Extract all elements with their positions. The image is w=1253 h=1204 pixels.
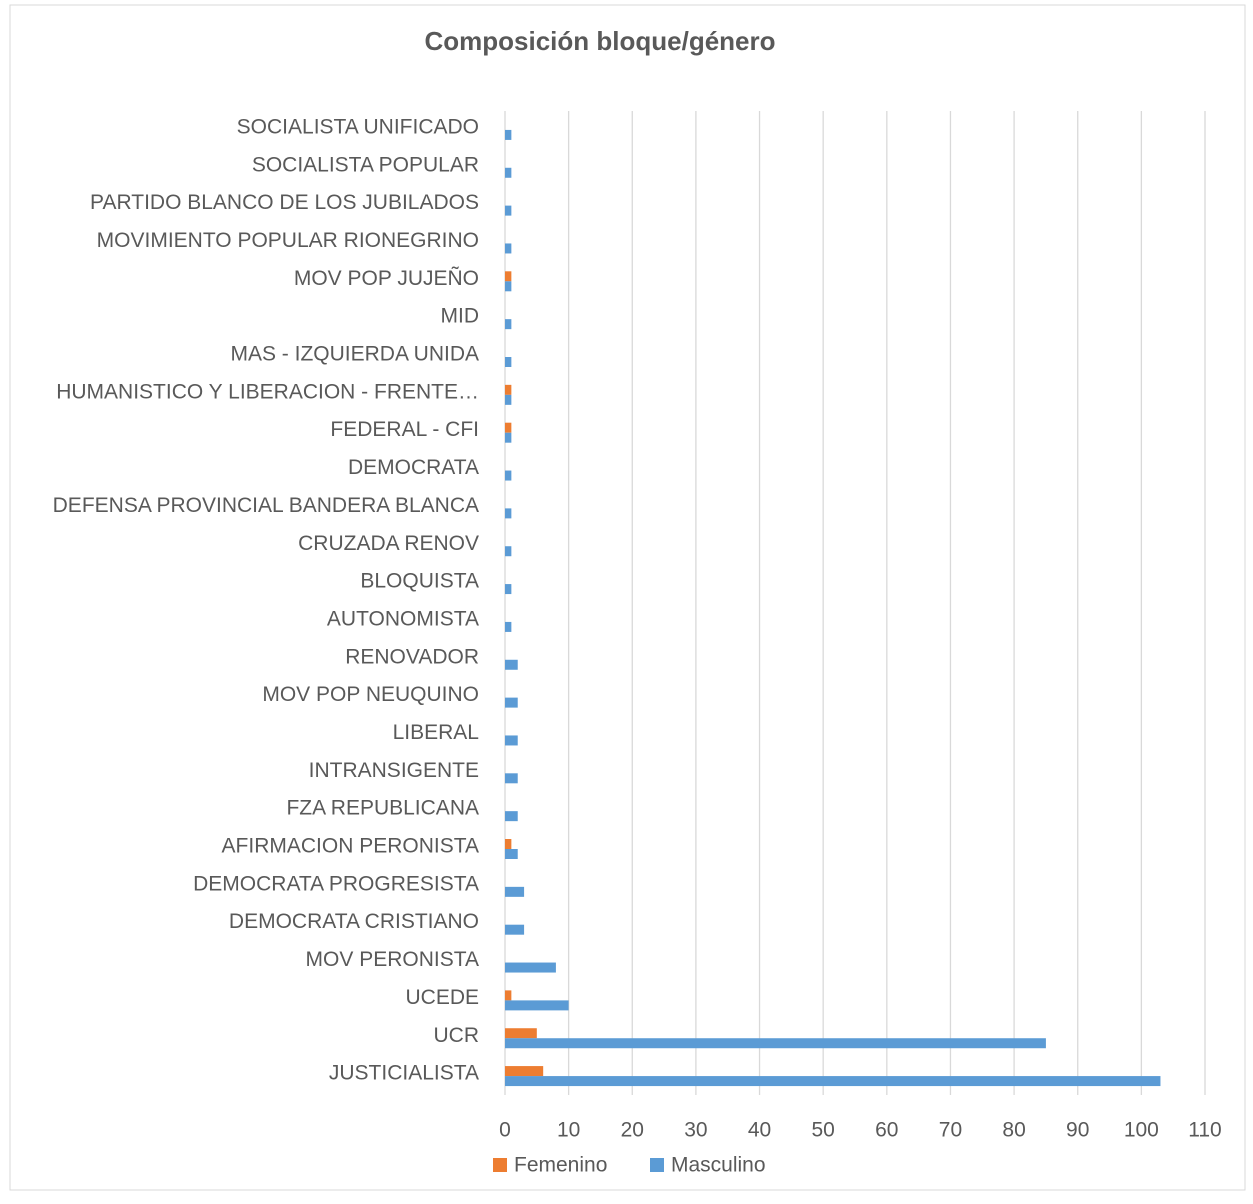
y-tick-label: MAS - IZQUIERDA UNIDA [230, 343, 479, 366]
bar [505, 422, 512, 433]
bar [505, 886, 525, 897]
bar [505, 394, 512, 405]
y-tick-label: AFIRMACION PERONISTA [222, 835, 479, 858]
y-tick-label: MOV PERONISTA [306, 948, 479, 971]
y-tick-label: JUSTICIALISTA [329, 1062, 479, 1085]
bar [505, 243, 512, 254]
y-tick-label: DEMOCRATA [348, 456, 479, 479]
chart-border [9, 4, 1246, 1191]
bar [505, 1066, 544, 1077]
x-tick-label: 80 [1002, 1119, 1025, 1142]
x-tick-label: 100 [1124, 1119, 1159, 1142]
x-tick-label: 90 [1066, 1119, 1089, 1142]
bar [505, 1038, 1046, 1049]
bar [505, 1000, 569, 1011]
bar [505, 849, 518, 859]
x-tick-label: 70 [939, 1119, 962, 1142]
bar [505, 546, 512, 557]
bar [505, 735, 518, 746]
y-tick-label: DEMOCRATA PROGRESISTA [193, 872, 479, 895]
y-tick-label: INTRANSIGENTE [309, 759, 479, 782]
y-tick-label: LIBERAL [393, 721, 479, 744]
y-tick-label: PARTIDO BLANCO DE LOS JUBILADOS [90, 191, 479, 214]
bar [505, 621, 512, 632]
y-tick-label: SOCIALISTA POPULAR [252, 153, 479, 176]
legend-swatch [493, 1158, 507, 1172]
legend-swatch [650, 1158, 664, 1172]
x-tick-label: 10 [557, 1119, 580, 1142]
legend-label: Femenino [514, 1154, 607, 1177]
bar [505, 811, 518, 822]
legend-label: Masculino [671, 1154, 766, 1177]
y-tick-label: FZA REPUBLICANA [286, 797, 479, 820]
y-tick-label: UCEDE [405, 986, 479, 1009]
y-tick-label: MOVIMIENTO POPULAR RIONEGRINO [97, 229, 479, 252]
x-tick-label: 110 [1188, 1119, 1221, 1142]
y-tick-label: AUTONOMISTA [327, 607, 479, 630]
x-tick-label: 60 [875, 1119, 898, 1142]
bar [505, 470, 512, 481]
bar [505, 357, 512, 367]
x-tick-label: 40 [748, 1119, 771, 1142]
y-tick-label: MOV POP JUJEÑO [294, 266, 479, 290]
y-tick-label: HUMANISTICO Y LIBERACION - FRENTE… [56, 380, 479, 403]
bar [505, 990, 512, 1001]
bar [505, 432, 512, 443]
bar [505, 271, 512, 282]
y-tick-label: DEFENSA PROVINCIAL BANDERA BLANCA [53, 494, 479, 517]
bar [505, 697, 518, 708]
bar [505, 839, 512, 849]
chart-title: Composición bloque/género [424, 26, 775, 56]
bar [505, 1028, 537, 1039]
y-tick-label: UCR [434, 1024, 480, 1047]
x-tick-label: 50 [812, 1119, 835, 1142]
y-tick-label: MOV POP NEUQUINO [262, 683, 479, 706]
bar [505, 384, 512, 395]
x-tick-label: 30 [684, 1119, 707, 1142]
bar [505, 1076, 1161, 1087]
bar [505, 167, 512, 178]
bar [505, 508, 512, 519]
x-tick-label: 0 [499, 1119, 511, 1142]
bar [505, 962, 556, 973]
y-tick-label: SOCIALISTA UNIFICADO [237, 115, 479, 138]
bar [505, 129, 512, 140]
y-tick-label: MID [441, 305, 480, 328]
bar [505, 319, 512, 330]
y-tick-label: RENOVADOR [345, 645, 479, 668]
y-tick-label: CRUZADA RENOV [298, 532, 479, 555]
y-tick-label: FEDERAL - CFI [330, 418, 479, 441]
bar [505, 924, 525, 935]
bar [505, 281, 512, 292]
bar [505, 584, 512, 595]
x-tick-label: 20 [621, 1119, 644, 1142]
bar [505, 659, 518, 670]
bar [505, 205, 512, 216]
y-tick-label: DEMOCRATA CRISTIANO [229, 910, 479, 933]
y-tick-label: BLOQUISTA [360, 570, 479, 593]
bar [505, 773, 518, 784]
